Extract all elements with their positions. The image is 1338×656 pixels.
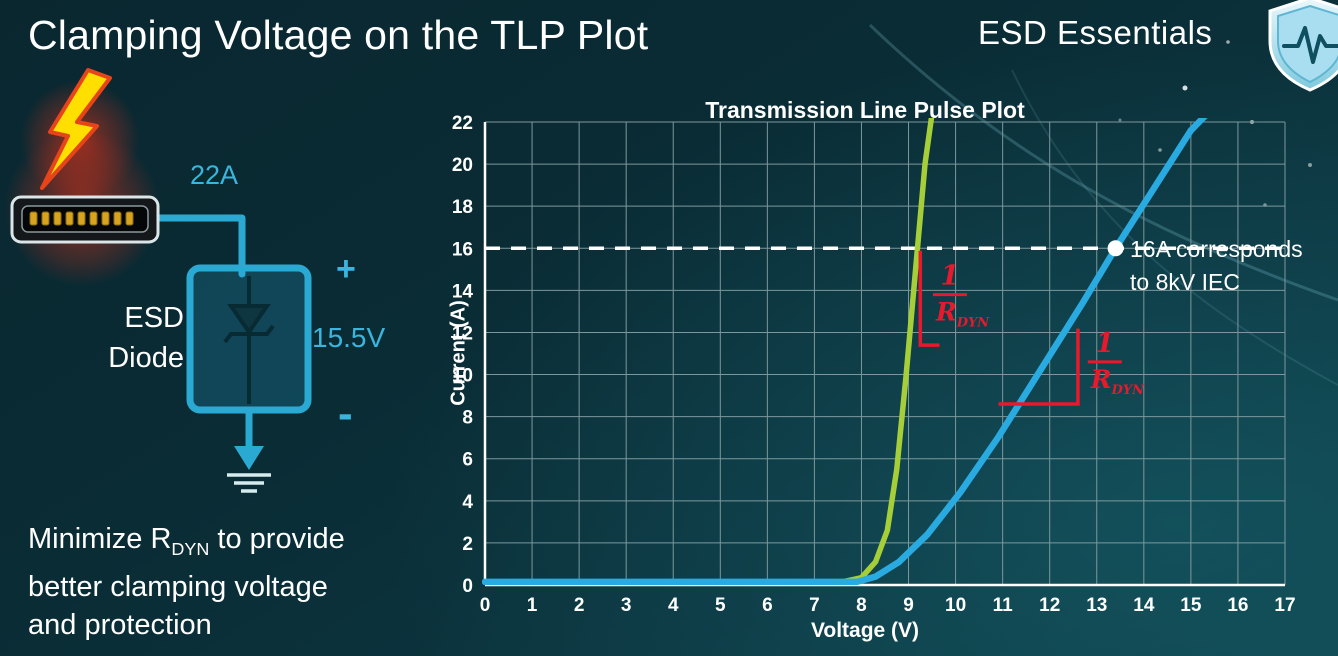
slope-marker-1 [998, 328, 1080, 406]
caption-subscript: DYN [171, 538, 210, 559]
x-tick-label: 11 [993, 595, 1014, 616]
chart-title: Transmission Line Pulse Plot [705, 97, 1025, 123]
shield-logo-icon [1268, 0, 1338, 92]
x-tick-label: 1 [527, 595, 538, 616]
x-tick-label: 13 [1086, 595, 1107, 616]
y-tick-label: 18 [452, 197, 473, 218]
x-tick-label: 14 [1133, 595, 1155, 616]
x-tick-label: 5 [715, 595, 726, 616]
y-tick-label: 20 [452, 155, 473, 176]
tlp-plot-svg: 0 1 2 3 4 5 6 7 8 9 10 11 12 13 14 15 16 1702468101214161… [452, 113, 1296, 616]
y-tick-label: 6 [462, 450, 473, 471]
minus-label: - [338, 389, 353, 438]
esd-circuit-diagram [4, 68, 312, 493]
x-tick-label: 17 [1274, 595, 1295, 616]
y-tick-label: 4 [462, 492, 473, 513]
slope-frac-numerator: 1 [1095, 328, 1114, 359]
x-tick-label: 3 [621, 595, 632, 616]
series-curve-0 [482, 118, 935, 585]
x-tick-label: 7 [809, 595, 820, 616]
device-label-line1: ESD [124, 302, 184, 334]
caption-line3: and protection [28, 608, 212, 641]
x-tick-label: 16 [1227, 595, 1248, 616]
y-tick-label: 2 [462, 534, 473, 555]
slope-frac-denominator: RDYN [1090, 365, 1145, 398]
zener-diode-symbol [223, 276, 275, 404]
y-tick-label: 8 [462, 408, 473, 429]
ground-symbol-icon [227, 473, 271, 493]
esd-diode-box [186, 264, 312, 414]
brand-text: ESD Essentials [978, 14, 1213, 51]
y-tick-label: 12 [452, 323, 473, 344]
x-tick-label: 2 [574, 595, 585, 616]
hdmi-connector-icon [10, 195, 160, 244]
caption: Minimize RDYN to provide better clamping… [28, 520, 345, 644]
lightning-bolt-icon [40, 68, 112, 190]
slope-marker-0 [918, 250, 940, 347]
y-tick-label: 10 [452, 366, 473, 387]
x-axis-label: Voltage (V) [810, 619, 920, 642]
plus-label: + [336, 250, 356, 288]
marker-dot [1107, 240, 1124, 257]
x-tick-label: 10 [945, 595, 966, 616]
x-tick-label: 4 [668, 595, 679, 616]
caption-line1: Minimize RDYN to provide [28, 523, 345, 559]
x-tick-label: 15 [1180, 595, 1202, 616]
marker-callout-line2: to 8kV IEC [1130, 269, 1240, 295]
x-tick-label: 9 [903, 595, 914, 616]
clamp-voltage-label: 15.5V [312, 322, 386, 353]
y-tick-label: 16 [452, 239, 473, 260]
marker-callout: 16A corresponds to 8kV IEC [1130, 233, 1303, 299]
y-tick-label: 14 [452, 281, 474, 302]
series-curve-1 [482, 118, 1208, 586]
y-tick-label: 0 [462, 576, 473, 597]
x-tick-label: 6 [762, 595, 773, 616]
x-tick-label: 12 [1039, 595, 1060, 616]
ground-arrow-icon [234, 446, 264, 470]
x-tick-label: 0 [480, 595, 491, 616]
caption-line2: better clamping voltage [28, 570, 328, 603]
y-tick-label: 22 [452, 113, 473, 134]
slope-frac-denominator: RDYN [935, 298, 990, 331]
marker-callout-line1: 16A corresponds [1130, 236, 1303, 262]
surge-current-label: 22A [190, 160, 239, 190]
x-tick-label: 8 [856, 595, 867, 616]
page-title: Clamping Voltage on the TLP Plot [28, 12, 649, 58]
esd-wire [148, 214, 246, 278]
device-label-line2: Diode [108, 342, 184, 374]
slope-frac-numerator: 1 [941, 261, 960, 292]
